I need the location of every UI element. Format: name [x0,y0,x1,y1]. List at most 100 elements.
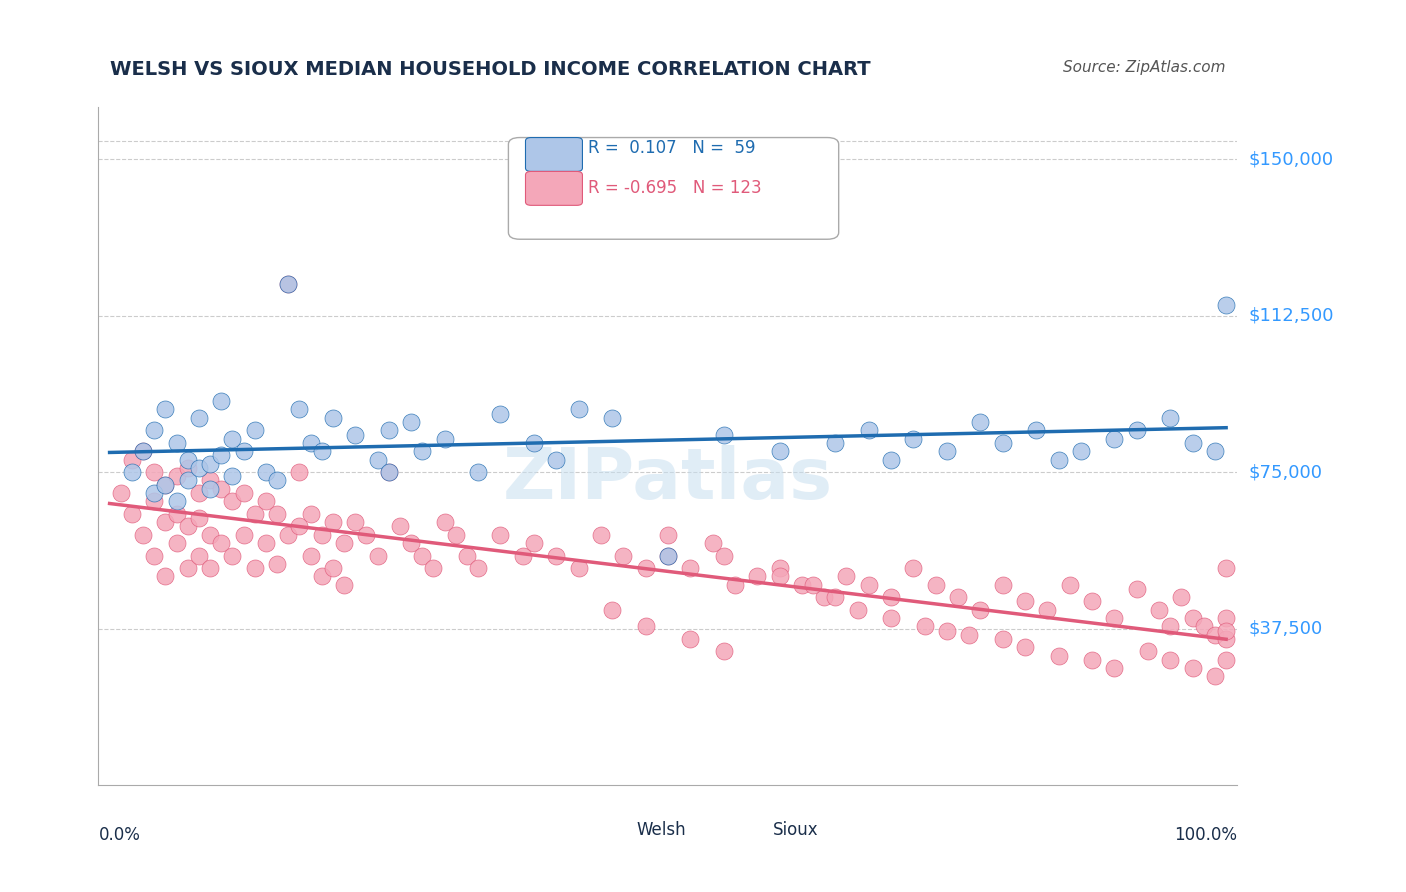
Point [143,494,166,508]
Point [121,452,143,467]
Point [858,423,880,437]
Point [969,415,991,429]
Point [1104,661,1126,675]
Text: 0.0%: 0.0% [98,826,141,844]
Point [209,482,232,496]
Point [288,465,311,479]
Point [143,549,166,563]
Point [903,561,925,575]
Point [187,410,209,425]
Point [679,561,702,575]
Point [277,277,299,292]
FancyBboxPatch shape [509,137,839,239]
Text: Sioux: Sioux [773,821,818,838]
Point [209,536,232,550]
Point [567,561,589,575]
Point [1204,669,1226,683]
Point [177,452,200,467]
Point [198,474,221,488]
Point [121,507,143,521]
Point [254,465,277,479]
Point [1014,640,1036,655]
Point [155,515,177,529]
Point [177,474,200,488]
Text: ZIPatlas: ZIPatlas [503,445,832,515]
Point [634,619,657,633]
Point [277,527,299,541]
Point [377,423,399,437]
Point [367,452,389,467]
Point [702,536,724,550]
Point [221,549,243,563]
Point [209,394,232,409]
Point [266,474,288,488]
Point [299,507,322,521]
Point [288,402,311,417]
Point [1047,648,1070,663]
Point [1059,578,1081,592]
Point [299,549,322,563]
Point [166,435,188,450]
Point [1215,561,1237,575]
Point [232,527,254,541]
Point [467,465,489,479]
Point [344,515,367,529]
Point [1192,619,1215,633]
Point [713,644,735,658]
Point [679,632,702,646]
Point [1159,653,1181,667]
Point [187,486,209,500]
Point [768,561,790,575]
Point [198,561,221,575]
Point [1126,582,1149,596]
Point [1215,611,1237,625]
Point [813,591,835,605]
Point [288,519,311,533]
Point [187,461,209,475]
Point [467,561,489,575]
Point [143,486,166,500]
Point [1104,611,1126,625]
Point [1215,653,1237,667]
Point [356,527,378,541]
Text: WELSH VS SIOUX MEDIAN HOUSEHOLD INCOME CORRELATION CHART: WELSH VS SIOUX MEDIAN HOUSEHOLD INCOME C… [110,60,870,78]
Point [1081,594,1104,608]
Point [768,569,790,583]
Point [634,561,657,575]
Point [1215,632,1237,646]
Text: $37,500: $37,500 [1249,620,1323,638]
Point [177,461,200,475]
Point [1136,644,1159,658]
Point [322,515,344,529]
Point [903,432,925,446]
Point [155,477,177,491]
Point [166,507,188,521]
Point [444,527,467,541]
Point [880,591,903,605]
Point [121,465,143,479]
Point [433,515,456,529]
Text: $75,000: $75,000 [1249,463,1323,481]
Point [311,569,333,583]
Point [132,444,155,458]
Point [266,507,288,521]
Point [1104,432,1126,446]
Point [489,407,512,421]
Point [166,536,188,550]
Point [243,561,266,575]
Point [232,486,254,500]
Point [835,569,858,583]
Point [187,549,209,563]
Point [1014,594,1036,608]
Point [1159,410,1181,425]
Point [266,557,288,571]
Point [824,591,846,605]
Point [333,578,356,592]
Point [198,482,221,496]
Text: $112,500: $112,500 [1249,307,1334,325]
Text: Welsh: Welsh [636,821,686,838]
Point [858,578,880,592]
FancyBboxPatch shape [526,171,582,205]
Point [221,432,243,446]
Point [110,486,132,500]
